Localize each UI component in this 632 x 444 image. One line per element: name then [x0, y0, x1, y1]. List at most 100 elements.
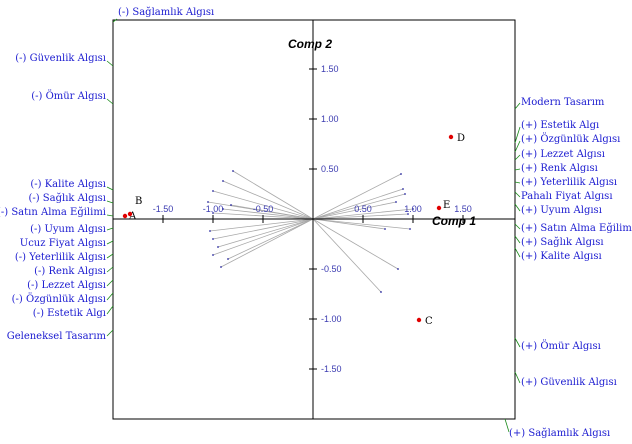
vector-line	[312, 218, 411, 230]
x-tick-label: 1.50	[454, 204, 472, 214]
vector-tip	[212, 212, 214, 214]
variable-label: (+) Kalite Algısı	[521, 251, 602, 262]
variable-label: (-) Renk Algısı	[34, 266, 106, 277]
vector-tip	[209, 230, 211, 232]
variable-label: (+) Ömür Algısı	[521, 340, 601, 352]
vector-tip	[380, 291, 382, 293]
variable-label: (+) Güvenlik Algısı	[521, 377, 617, 388]
vector-line	[312, 201, 397, 220]
leader-line	[514, 235, 521, 244]
leader-line	[112, 18, 118, 23]
leader-line	[106, 329, 114, 337]
y-tick-label: 1.50	[321, 64, 339, 74]
vector-line	[212, 218, 314, 256]
variable-label: (+) Estetik Algı	[521, 120, 599, 131]
leader-line	[106, 60, 114, 67]
vector-tip	[212, 190, 214, 192]
variable-label: (-) Uyum Algısı	[30, 224, 106, 235]
leader-line	[106, 227, 114, 231]
vector-tip	[207, 201, 209, 203]
point-b	[127, 211, 133, 217]
leader-line	[514, 247, 521, 258]
variable-label: (+) Özgünlük Algısı	[521, 133, 620, 145]
vector-tip	[384, 228, 386, 230]
vector-tip	[217, 246, 219, 248]
y-tick-label: 0.50	[321, 164, 339, 174]
leader-line	[514, 168, 521, 171]
vector-line	[312, 208, 414, 220]
x-tick-label: 1.00	[404, 204, 422, 214]
vector-tip	[220, 266, 222, 268]
x-tick-label: -0.50	[253, 204, 274, 214]
variable-label: (+) Uyum Algısı	[521, 205, 602, 216]
variable-label: (+) Sağlamlık Algısı	[509, 428, 610, 439]
vector-line	[212, 190, 314, 220]
leader-line	[514, 223, 521, 230]
variable-labels: (-) Sağlamlık Algısı (-) Güvenlik Algısı (…	[0, 7, 632, 439]
variable-label: (-) Kalite Algısı	[30, 179, 106, 190]
variable-label: (+) Lezzet Algısı	[521, 149, 605, 160]
leader-line	[514, 140, 521, 153]
leader-line	[106, 305, 114, 315]
variable-label: (-) Lezzet Algısı	[27, 280, 106, 291]
leader-line	[514, 126, 521, 144]
x-axis-title: Comp 1	[432, 214, 476, 228]
variable-label: (-) Sağlamlık Algısı	[118, 7, 214, 18]
leader-line	[106, 292, 114, 301]
variable-label: (-) Güvenlik Algısı	[15, 53, 106, 64]
point-label: C	[425, 316, 433, 327]
variable-label: (-) Yeterlilik Algısı	[15, 252, 106, 263]
leader-line	[514, 371, 521, 384]
variable-label: (-) Sağlık Algısı	[28, 193, 106, 204]
vector-tip	[222, 208, 224, 210]
vector-tip	[412, 208, 414, 210]
leader-line	[106, 200, 114, 204]
leader-line	[106, 266, 114, 273]
vector-line	[230, 204, 314, 220]
leader-line	[106, 253, 114, 259]
point-label: B	[135, 196, 142, 207]
variable-label: (+) Renk Algısı	[521, 163, 598, 174]
vector-line	[232, 170, 314, 220]
x-tick-label: -1.00	[203, 204, 224, 214]
leader-line	[514, 102, 521, 110]
variable-label: (+) Yeterlilik Algısı	[521, 177, 617, 188]
vector-line	[209, 218, 314, 232]
point-e	[436, 205, 442, 211]
leader-line	[106, 98, 114, 105]
leader-line	[514, 191, 521, 198]
y-tick-label: -1.50	[321, 364, 342, 374]
vector-tip	[232, 170, 234, 172]
vector-tip	[212, 238, 214, 240]
y-tick-label: -1.00	[321, 314, 342, 324]
leader-line	[106, 186, 114, 191]
vector-tip	[409, 228, 411, 230]
x-tick-label: 0.50	[354, 204, 372, 214]
vector-line	[312, 213, 409, 220]
vector-line	[312, 218, 386, 230]
vector-line	[217, 218, 314, 248]
x-tick-label: -1.50	[153, 204, 174, 214]
vector-tip	[222, 180, 224, 182]
vector-line	[212, 218, 314, 240]
vector-line	[222, 208, 314, 220]
variable-label: (-) Özgünlük Algısı	[12, 293, 106, 305]
variable-label: Geleneksel Tasarım	[7, 331, 107, 342]
vector-line	[312, 218, 382, 293]
point-label: A	[128, 211, 137, 222]
leader-line	[514, 337, 521, 348]
point-c	[416, 317, 422, 323]
vector-tip	[230, 204, 232, 206]
leader-line	[514, 154, 521, 161]
point-label: D	[457, 133, 465, 144]
vector-tip	[395, 201, 397, 203]
variable-label: Modern Tasarım	[521, 97, 605, 108]
x-axis-ticks: -1.50 -1.00 -0.50 0.50 1.00 1.50	[153, 204, 472, 223]
vector-line	[312, 173, 402, 220]
vector-tip	[407, 213, 409, 215]
vector-tip	[404, 193, 406, 195]
y-axis-ticks: 1.50 1.00 0.50 -0.50 -1.00 -1.50	[309, 64, 342, 374]
vector-line	[220, 218, 314, 268]
variable-label: (-) Satın Alma Eğilimi	[0, 207, 106, 218]
